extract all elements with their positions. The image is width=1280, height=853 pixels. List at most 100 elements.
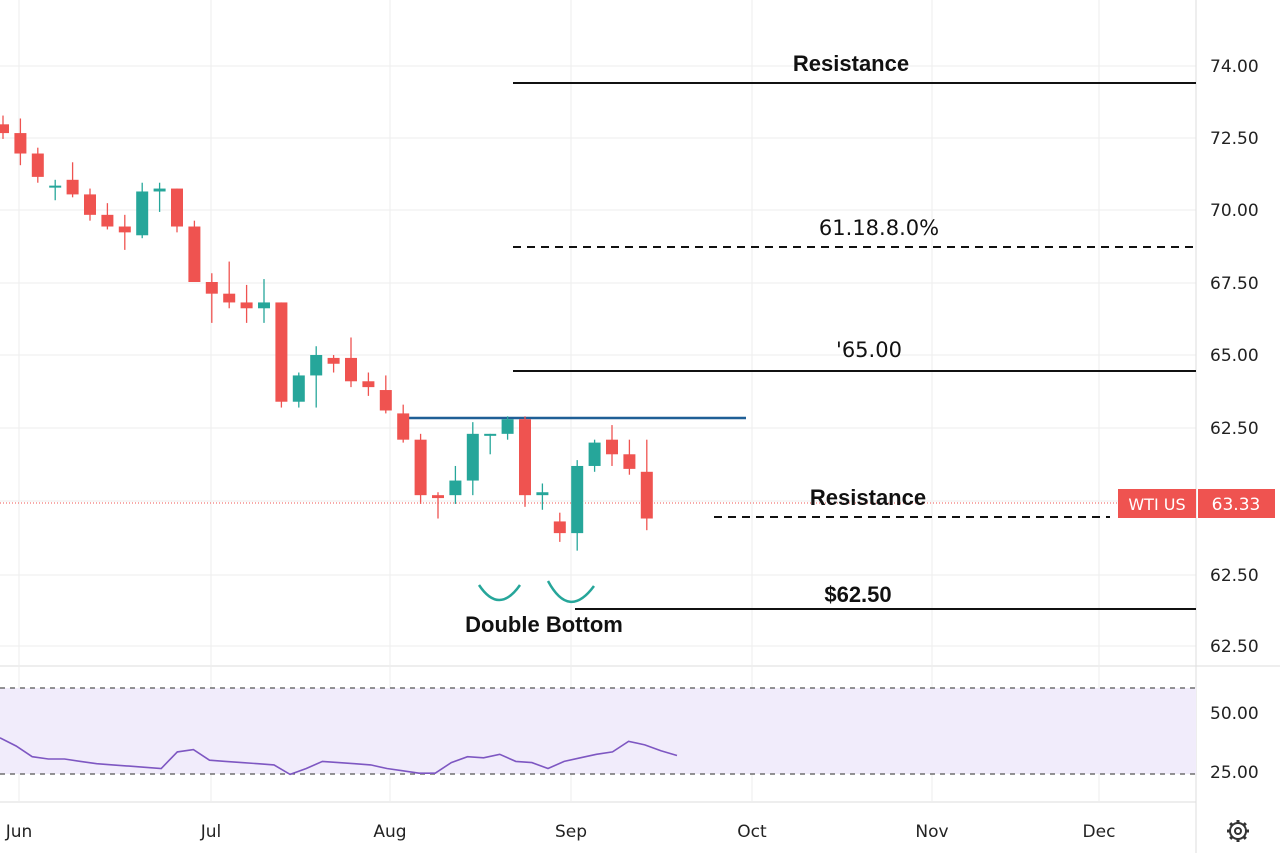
candle (101, 203, 114, 230)
candle-body (118, 226, 131, 233)
price-tick-label: 65.00 (1210, 346, 1259, 366)
double-bottom-arc-left (477, 584, 522, 602)
price-tick-label: 62.50 (1210, 637, 1259, 657)
candle-body (519, 419, 531, 496)
candle-body (0, 124, 9, 134)
candle-body (136, 191, 149, 236)
candle-body (327, 357, 340, 364)
candle (223, 261, 236, 309)
rsi-tick-label: 50.00 (1210, 704, 1259, 724)
time-axis[interactable]: Jun Jul Aug Sep Oct Nov Dec (5, 822, 1116, 842)
candle (14, 118, 27, 166)
candle-body (66, 179, 79, 195)
candle-body (31, 153, 44, 177)
time-tick-label: Aug (373, 822, 406, 842)
rsi-line (0, 737, 678, 776)
candle-body (379, 390, 392, 411)
candles-group (0, 115, 653, 551)
candle-body (432, 495, 444, 499)
time-tick-label: Oct (737, 822, 767, 842)
candle-body (14, 133, 27, 154)
candle-body (258, 302, 270, 309)
candle-body (414, 439, 427, 496)
candle (345, 337, 357, 388)
candle-body (153, 188, 166, 192)
candle-body (606, 439, 618, 455)
candle (362, 372, 375, 396)
candle (49, 179, 62, 201)
candle (258, 279, 270, 323)
candle (414, 433, 427, 504)
price-tick-label: 67.50 (1210, 274, 1259, 294)
candle-body (571, 465, 584, 534)
rsi-band (0, 688, 1196, 774)
price-axis[interactable]: 74.00 72.50 70.00 67.50 65.00 62.50 62.50 62.50… (1210, 57, 1259, 783)
candle-body (640, 471, 653, 519)
resistance-mid-label: Resistance (810, 485, 926, 510)
candle-body (223, 293, 236, 303)
candle (153, 182, 166, 212)
rsi-tick-label: 25.00 (1210, 763, 1259, 783)
candle-body (292, 375, 305, 402)
resistance-top-label: Resistance (793, 51, 909, 76)
candle-body (466, 433, 479, 481)
candle (379, 375, 392, 414)
candle-body (49, 185, 62, 188)
time-tick-label: Sep (555, 822, 587, 842)
fib-label: 61.18.8.0% (819, 216, 939, 240)
candle (588, 439, 601, 472)
price-tick-label: 72.50 (1210, 129, 1259, 149)
candle (66, 162, 79, 198)
candle-body (188, 226, 201, 282)
price-tick-label: 62.50 (1210, 419, 1259, 439)
double-bottom-arc-right (546, 580, 596, 604)
time-tick-label: Jun (5, 822, 33, 842)
candle-body (484, 433, 497, 436)
candle (84, 188, 96, 221)
candle-body (275, 302, 288, 402)
candle-body (588, 442, 601, 466)
candle (310, 346, 323, 408)
candle (536, 483, 549, 510)
candle (31, 147, 44, 183)
candle (275, 302, 288, 408)
pattern-label: Double Bottom (465, 612, 623, 637)
candle-body (449, 480, 462, 496)
candle (205, 273, 218, 323)
candle (484, 433, 497, 455)
candle (171, 188, 183, 233)
candle (292, 372, 305, 408)
price-tick-label: 62.50 (1210, 566, 1259, 586)
candle-body (84, 194, 96, 215)
candle (188, 220, 201, 282)
symbol-badge (1118, 489, 1196, 518)
candle (519, 416, 531, 507)
symbol-badge-label: WTI US (1128, 495, 1185, 514)
candle (240, 284, 253, 323)
price-tick-label: 74.00 (1210, 57, 1259, 77)
level-6250-label: $62.50 (824, 582, 891, 607)
candle (397, 404, 410, 443)
candle (571, 460, 584, 551)
candle (466, 422, 479, 496)
time-tick-label: Dec (1083, 822, 1116, 842)
candle (0, 115, 9, 139)
price-tick-label: 70.00 (1210, 201, 1259, 221)
candle-body (240, 302, 253, 309)
candle (606, 425, 618, 466)
settings-gear-icon[interactable] (1227, 820, 1249, 842)
candle (327, 355, 340, 373)
candle-body (345, 357, 357, 382)
price-badge-label: 63.33 (1212, 495, 1261, 515)
candle (449, 465, 462, 504)
candle-body (310, 355, 323, 376)
candle-body (362, 381, 375, 388)
candle-body (501, 419, 514, 434)
candle (118, 214, 131, 250)
candle (501, 416, 514, 440)
time-tick-label: Nov (915, 822, 948, 842)
candle-body (623, 454, 636, 469)
candle-body (536, 492, 549, 496)
candle-body (553, 521, 566, 534)
